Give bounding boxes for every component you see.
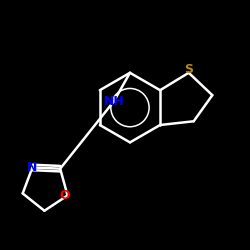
Text: N: N	[27, 161, 38, 174]
Text: O: O	[60, 189, 70, 202]
Text: NH: NH	[104, 95, 124, 108]
Text: S: S	[184, 63, 193, 76]
